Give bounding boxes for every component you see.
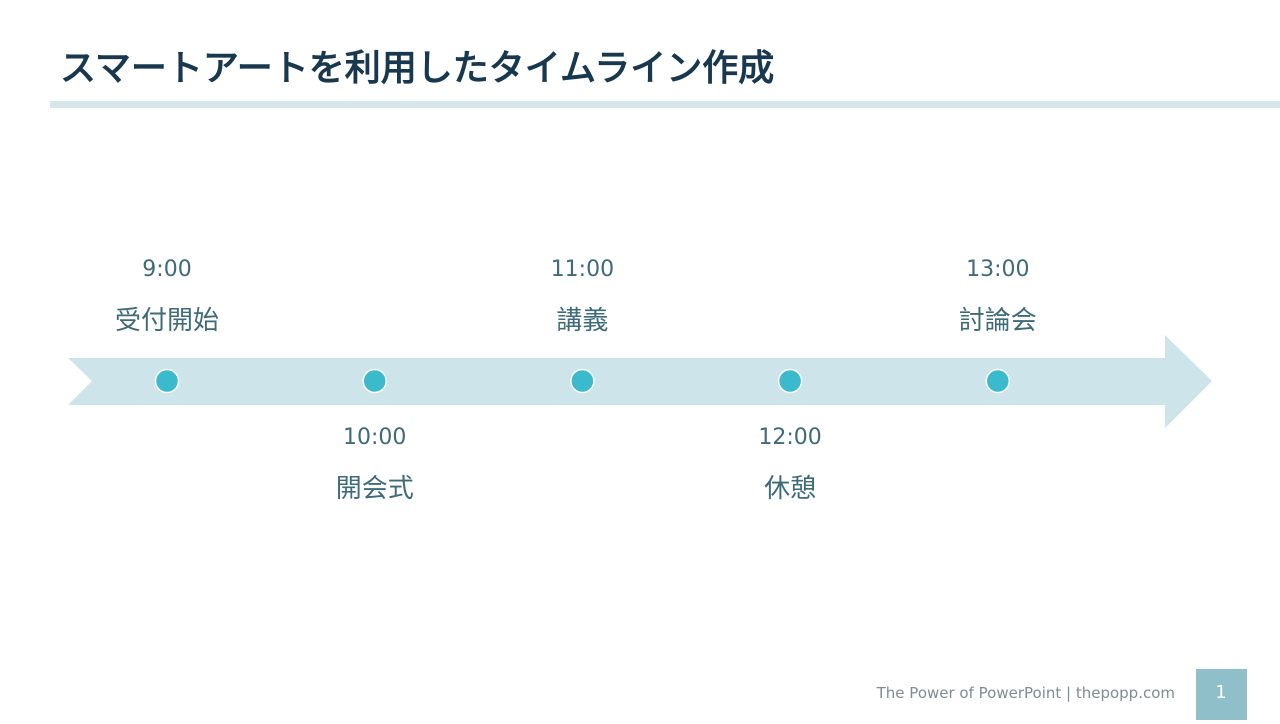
event-dot (570, 368, 595, 394)
event-label: 講義 (556, 306, 608, 336)
events: 9:00 受付開始 10:00 開会式 11:00 講義 12:00 休憩 13:00 討論会 (115, 257, 1037, 504)
event-dot (154, 368, 180, 394)
page-number: 1 (1215, 682, 1226, 703)
title-rule (50, 101, 1280, 108)
event-label: 受付開始 (115, 306, 219, 336)
event-label: 討論会 (959, 306, 1037, 336)
footer-credit: The Power of PowerPoint | thepopp.com (876, 684, 1175, 702)
event-dot (362, 368, 387, 394)
event-time: 13:00 (966, 257, 1029, 282)
event-time: 11:00 (551, 257, 614, 282)
event-dot (985, 368, 1011, 394)
event-time: 9:00 (142, 257, 191, 282)
timeline-arrow (68, 335, 1212, 428)
event-time: 12:00 (758, 425, 821, 450)
event-label: 開会式 (336, 474, 414, 504)
title: スマートアートを利用したタイムライン作成 (60, 48, 774, 89)
page-box (1196, 669, 1247, 720)
event-time: 10:00 (343, 425, 406, 450)
event-dot (777, 368, 803, 394)
event-label: 休憩 (764, 474, 816, 504)
